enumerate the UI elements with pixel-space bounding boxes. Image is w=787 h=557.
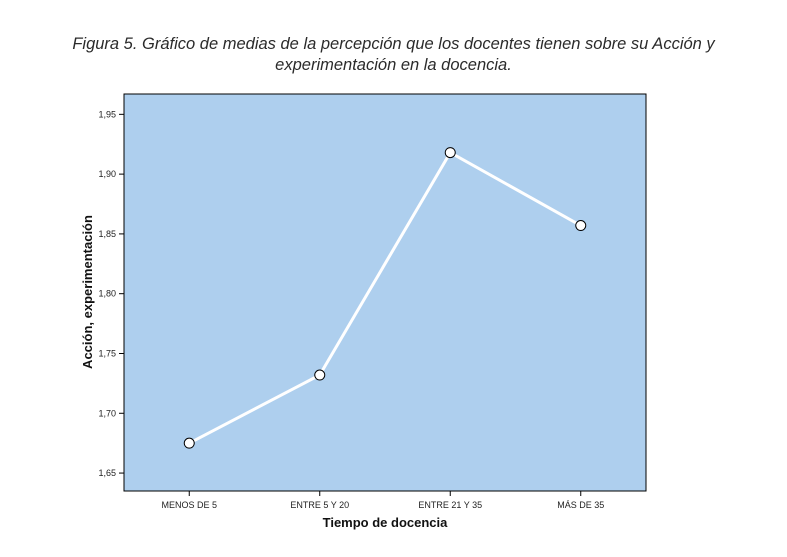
x-tick-label: ENTRE 5 Y 20 bbox=[290, 500, 349, 510]
y-tick-label: 1,95 bbox=[98, 109, 116, 119]
series-line bbox=[188, 151, 582, 445]
x-tick-label: MÁS DE 35 bbox=[557, 500, 604, 510]
y-tick-label: 1,75 bbox=[98, 348, 116, 358]
y-tick-label: 1,65 bbox=[98, 468, 116, 478]
data-point bbox=[183, 437, 195, 449]
x-tick-label: ENTRE 21 Y 35 bbox=[418, 500, 482, 510]
y-tick-label: 1,80 bbox=[98, 289, 116, 299]
caption-line-1: Figura 5. Gráfico de medias de la percep… bbox=[72, 35, 715, 53]
data-point bbox=[575, 220, 587, 232]
y-tick-label: 1,90 bbox=[98, 169, 116, 179]
data-point bbox=[314, 369, 326, 381]
y-axis: 1,65 1,70 1,75 1,80 1,85 1,90 1,95 bbox=[98, 109, 124, 478]
y-tick-label: 1,70 bbox=[98, 408, 116, 418]
figure-caption: Figura 5. Gráfico de medias de la percep… bbox=[0, 34, 787, 76]
x-axis-title: Tiempo de docencia bbox=[323, 515, 449, 530]
data-point bbox=[444, 147, 456, 159]
plot-area bbox=[123, 93, 647, 492]
x-axis: MENOS DE 5 ENTRE 5 Y 20 ENTRE 21 Y 35 MÁS D… bbox=[161, 491, 604, 510]
series-line-group bbox=[183, 147, 587, 449]
y-tick-label: 1,85 bbox=[98, 229, 116, 239]
caption-line-2: experimentación en la docencia. bbox=[275, 56, 512, 74]
y-axis-title: Acción, experimentación bbox=[80, 215, 95, 369]
x-tick-label: MENOS DE 5 bbox=[161, 500, 217, 510]
